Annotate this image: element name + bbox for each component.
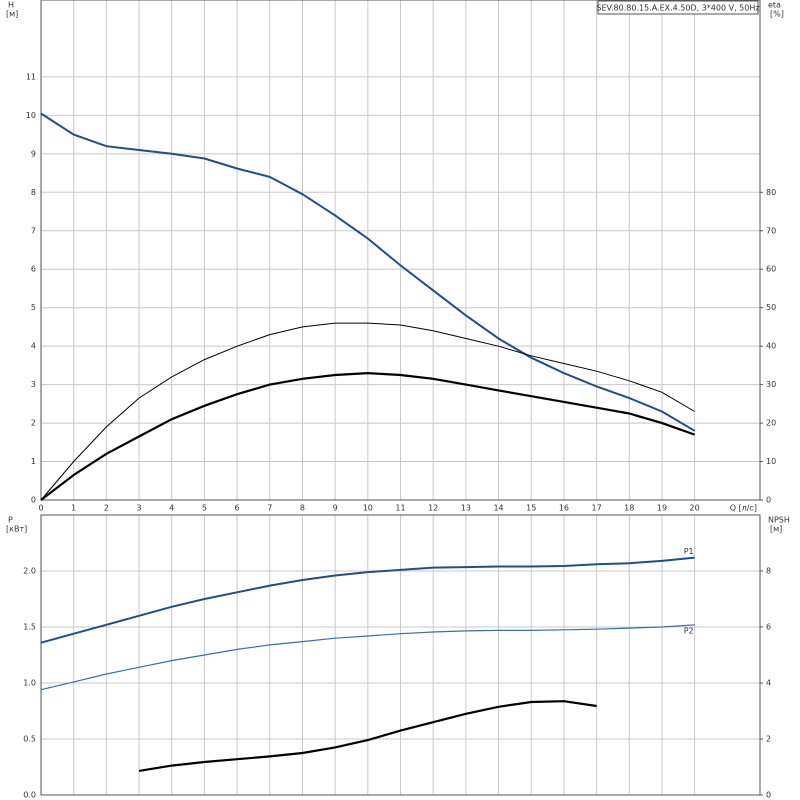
plot-frame (40, 0, 761, 501)
y-tick-label: 2 (31, 419, 36, 428)
chart-title: SEV.80.80.15.A.EX.4.50D, 3*400 V, 50Hz (596, 4, 759, 13)
x-tick-label: 6 (235, 504, 240, 513)
x-tick-label: 8 (300, 504, 305, 513)
curve (40, 112, 696, 432)
y-tick-label: 5 (31, 303, 36, 312)
y-tick-label: 9 (31, 149, 36, 158)
curve (40, 322, 695, 501)
x-axis-label: Q [л/с] (730, 504, 757, 513)
x-tick-label: 9 (333, 504, 338, 513)
y-axis-unit: [кВт] (6, 525, 27, 534)
plot-frame (40, 514, 761, 796)
y2-tick-label: 4 (766, 679, 771, 688)
x-tick-label: 3 (136, 504, 141, 513)
series-label: P1 (684, 547, 694, 556)
y2-tick-label: 0 (766, 496, 771, 505)
y-tick-label: 6 (31, 265, 36, 274)
y-tick-label: 8 (31, 188, 36, 197)
x-tick-label: 5 (202, 504, 207, 513)
y-tick-label: 3 (31, 380, 36, 389)
y2-tick-label: 70 (766, 226, 776, 235)
y-tick-label: 2.0 (23, 567, 36, 576)
y-axis-label: H (8, 1, 14, 10)
y-tick-label: 0.0 (23, 791, 36, 800)
y-tick-label: 1.0 (23, 679, 36, 688)
x-tick-label: 4 (169, 504, 174, 513)
x-tick-label: 11 (395, 504, 405, 513)
curve (40, 556, 695, 644)
y2-tick-label: 50 (766, 303, 776, 312)
y2-axis-unit: [%] (770, 10, 784, 19)
y2-axis-unit: [м] (770, 525, 782, 534)
x-tick-label: 13 (461, 504, 471, 513)
y2-tick-label: 0 (766, 791, 771, 800)
curve (138, 700, 597, 772)
series-label: P2 (684, 626, 694, 635)
y2-tick-label: 20 (766, 419, 776, 428)
y2-tick-label: 8 (766, 567, 771, 576)
y2-tick-label: 6 (766, 623, 771, 632)
y2-axis-label: NPSH (768, 516, 790, 525)
x-tick-label: 1 (71, 504, 76, 513)
y-tick-label: 4 (31, 342, 36, 351)
curve (40, 624, 695, 691)
y2-tick-label: 2 (766, 735, 771, 744)
y-tick-label: 7 (31, 226, 36, 235)
x-tick-label: 16 (559, 504, 569, 513)
title-box (597, 0, 759, 15)
x-tick-label: 17 (591, 504, 601, 513)
y-tick-label: 0.5 (23, 735, 36, 744)
x-tick-label: 14 (493, 504, 503, 513)
y-axis-label: P (8, 516, 13, 525)
y2-axis-label: eta (768, 1, 781, 10)
x-tick-label: 19 (657, 504, 667, 513)
x-tick-label: 2 (104, 504, 109, 513)
y-tick-label: 11 (26, 72, 36, 81)
y2-tick-label: 60 (766, 265, 776, 274)
y-tick-label: 10 (26, 111, 36, 120)
y2-tick-label: 40 (766, 342, 776, 351)
y-tick-label: 1.5 (23, 623, 36, 632)
curve (40, 371, 695, 501)
x-tick-label: 12 (428, 504, 438, 513)
x-tick-label: 15 (526, 504, 536, 513)
y-axis-unit: [м] (6, 10, 18, 19)
y-tick-label: 1 (31, 457, 36, 466)
x-tick-label: 7 (267, 504, 272, 513)
x-tick-label: 20 (690, 504, 700, 513)
x-tick-label: 18 (624, 504, 634, 513)
y2-tick-label: 30 (766, 380, 776, 389)
y-tick-label: 0 (31, 496, 36, 505)
y2-tick-label: 80 (766, 188, 776, 197)
x-tick-label: 0 (38, 504, 43, 513)
y2-tick-label: 10 (766, 457, 776, 466)
x-tick-label: 10 (363, 504, 373, 513)
